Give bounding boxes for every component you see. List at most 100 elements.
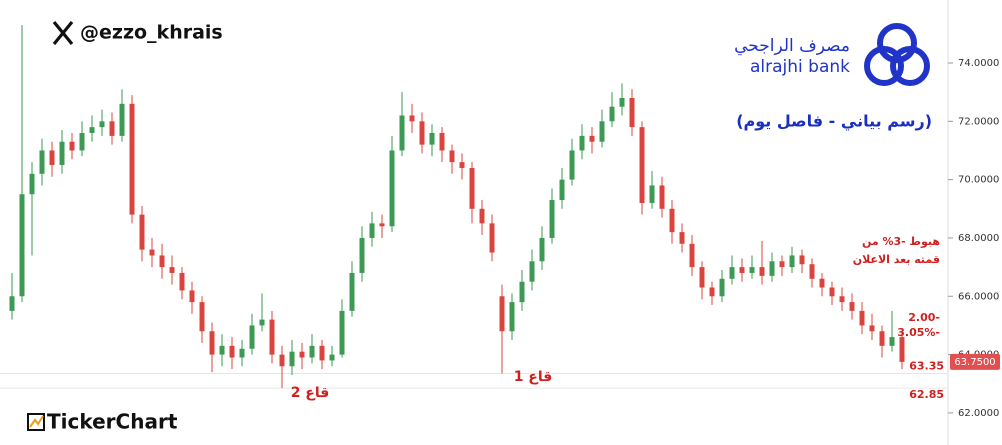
bank-name-en: alrajhi bank xyxy=(750,57,850,77)
y-tick-label: 72.0000 xyxy=(958,116,999,127)
candle-body xyxy=(349,272,355,311)
candle-body xyxy=(579,135,585,151)
candle-body xyxy=(629,97,635,128)
candle-body xyxy=(19,194,25,297)
y-tick-label: 74.0000 xyxy=(958,58,999,69)
subtitle: (رسم بياني - فاصل يوم) xyxy=(736,112,932,132)
candle-body xyxy=(759,267,765,276)
last-price-label: 63.7500 xyxy=(954,357,995,368)
candle-body xyxy=(339,310,345,355)
candle-body xyxy=(149,249,155,256)
level-label: 62.85 xyxy=(909,388,944,401)
candle-body xyxy=(659,185,665,209)
candle-body xyxy=(299,351,305,358)
brand-logo xyxy=(27,413,45,431)
candle-body xyxy=(839,296,845,303)
candle-body xyxy=(539,237,545,262)
candle-body xyxy=(509,302,515,332)
candle-body xyxy=(409,115,415,122)
candle-body xyxy=(799,255,805,265)
candle-body xyxy=(179,272,185,291)
candle-body xyxy=(649,185,655,203)
candle-body xyxy=(39,150,45,174)
candle-body xyxy=(709,287,715,297)
candle-body xyxy=(269,319,275,355)
candle-body xyxy=(189,290,195,303)
candle-body xyxy=(289,351,295,367)
candle-body xyxy=(129,103,135,215)
candle-body xyxy=(399,115,405,151)
candle-body xyxy=(469,167,475,209)
candle-body xyxy=(669,208,675,233)
candle-body xyxy=(369,223,375,238)
y-tick-label: 68.0000 xyxy=(958,233,999,244)
candle-body xyxy=(279,354,285,367)
x-logo xyxy=(52,20,74,46)
candle-body xyxy=(99,121,105,128)
y-tick-label: 66.0000 xyxy=(958,291,999,302)
candle-body xyxy=(109,121,115,136)
candle-body xyxy=(69,141,75,151)
candle-body xyxy=(379,223,385,227)
candle-body xyxy=(309,345,315,358)
candle-body xyxy=(889,337,895,346)
candle-body xyxy=(239,348,245,358)
candle-body xyxy=(249,325,255,349)
annotation: قمته بعد الاعلان xyxy=(853,253,940,266)
candle-body xyxy=(699,267,705,288)
y-tick-label: 70.0000 xyxy=(958,175,999,186)
candle-body xyxy=(329,354,335,361)
candle-body xyxy=(749,267,755,273)
candle-body xyxy=(719,278,725,297)
candle-body xyxy=(139,214,145,250)
candle-body xyxy=(779,261,785,268)
candle-body xyxy=(769,261,775,276)
candle-body xyxy=(589,135,595,142)
trough-label: قاع 1 xyxy=(514,369,553,385)
candle-body xyxy=(439,132,445,151)
candle-body xyxy=(739,267,745,273)
candle-body xyxy=(789,255,795,268)
candle-body xyxy=(499,296,505,332)
candle-body xyxy=(689,243,695,268)
candle-body xyxy=(119,103,125,136)
bank-name-ar: مصرف الراجحي xyxy=(734,36,850,56)
candle-body xyxy=(549,200,555,238)
candle-body xyxy=(259,319,265,326)
candle-body xyxy=(829,287,835,297)
candle-body xyxy=(729,267,735,279)
candle-body xyxy=(389,150,395,227)
candle-body xyxy=(169,267,175,273)
trough-label: قاع 2 xyxy=(291,385,330,401)
handle: @ezzo_khrais xyxy=(80,22,223,44)
annotation: هبوط -3% من xyxy=(862,235,940,248)
candle-body xyxy=(29,173,35,195)
candle-body xyxy=(569,150,575,180)
candle-body xyxy=(9,296,15,311)
candle-body xyxy=(879,331,885,346)
candle-body xyxy=(849,302,855,311)
candle-body xyxy=(229,345,235,358)
candle-body xyxy=(49,150,55,166)
candle-body xyxy=(639,127,645,203)
candle-body xyxy=(559,179,565,201)
level-label: 63.35 xyxy=(909,360,944,373)
candle-body xyxy=(359,237,365,273)
candle-body xyxy=(319,345,325,361)
candle-body xyxy=(459,162,465,168)
candle-body xyxy=(79,132,85,151)
brand: TickerChart xyxy=(47,410,178,434)
bank-logo xyxy=(864,23,930,86)
candle-body xyxy=(679,232,685,244)
candle-body xyxy=(479,208,485,224)
candle-body xyxy=(519,281,525,303)
candle-body xyxy=(609,106,615,122)
candle-body xyxy=(819,278,825,288)
candle-body xyxy=(449,150,455,163)
candle-body xyxy=(419,121,425,145)
last-price-box xyxy=(950,353,1000,370)
candle-body xyxy=(599,121,605,142)
annotation: 2.00- xyxy=(908,311,940,324)
